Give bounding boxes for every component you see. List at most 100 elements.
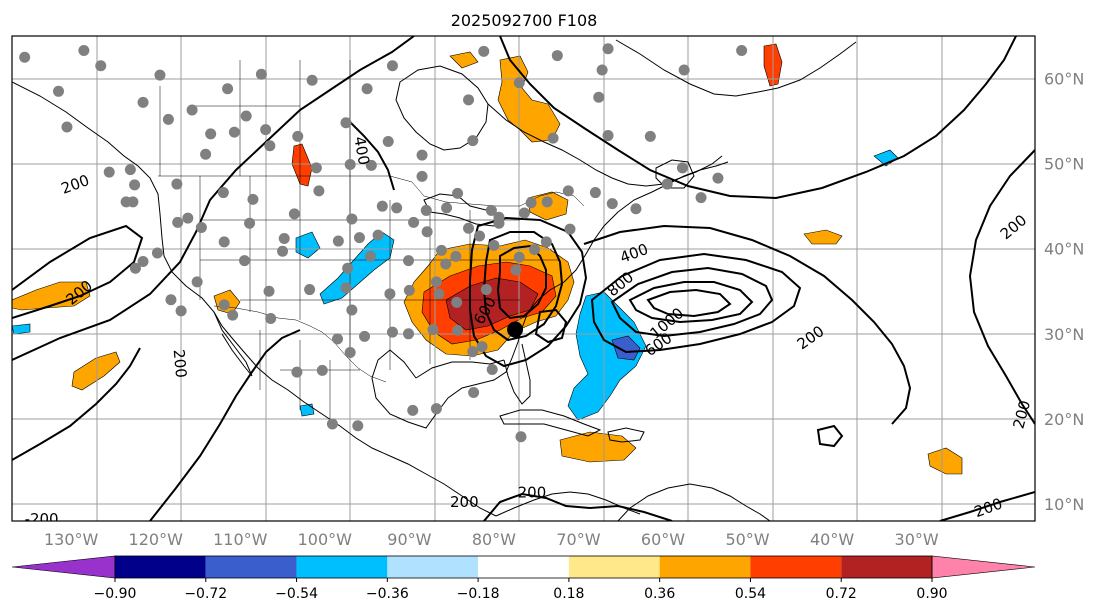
coastline-hispaniola [607,427,645,443]
station-marker [372,229,384,241]
station-marker [353,232,365,244]
station-marker [513,77,525,89]
contour-200-pacific-south [12,347,141,461]
station-marker [165,294,177,306]
contour-small-ring-1 [816,424,844,448]
station-marker [386,60,398,72]
map-panel: 4002002002004008001000600600200200200200… [12,36,1035,521]
latitude-tick-labels: 60°N 50°N 40°N 30°N 20°N 10°N [1044,70,1084,514]
station-marker [222,83,234,95]
station-marker [525,197,537,209]
colorbar-bin [568,556,660,578]
station-marker [513,251,525,263]
colorbar-extension-low [11,555,116,579]
warm-anomaly-pacific-west [12,281,91,311]
station-marker [450,250,462,262]
station-marker [291,366,303,378]
station-marker [127,196,139,208]
map-frame [11,35,1036,522]
lon-tick-label: 120°W [129,530,184,549]
station-marker [391,202,403,214]
station-marker [416,149,428,161]
lon-tick-label: 30°W [895,530,939,549]
station-marker [407,404,419,416]
station-marker [416,170,428,182]
colorbar-bin [296,556,388,578]
station-marker [630,203,642,215]
contour-400-outer [590,252,802,354]
station-marker [441,202,453,214]
station-marker [247,193,259,205]
contour-200-pacific-west [12,224,144,319]
coastline-labrador [487,103,723,187]
station-marker [182,212,194,224]
station-marker [171,178,183,190]
station-marker [515,431,527,443]
station-marker [452,187,464,199]
station-marker [316,364,328,376]
warm-anomaly-labrador [497,55,561,143]
station-marker [352,420,364,432]
station-marker [264,140,276,152]
station-marker [61,121,73,133]
coastline-greenland [615,39,857,97]
contour-1000 [646,288,732,318]
station-marker [172,216,184,228]
station-marker [678,64,690,76]
station-marker [602,130,614,142]
contour-storm-eye [534,308,568,344]
station-marker [541,196,553,208]
colorbar-bin [750,556,842,578]
station-marker [476,341,488,353]
station-marker [440,258,452,270]
station-marker [137,96,149,108]
contour-200-west [12,36,415,361]
station-marker [151,247,163,259]
contour-label: 400 [350,135,373,166]
station-marker [564,223,576,235]
contour-400-north [349,121,395,191]
station-marker [306,74,318,86]
station-marker [200,148,212,160]
colorbar-tick-label: 0.54 [735,586,766,602]
station-marker [340,282,352,294]
coastline-newfoundland [655,159,695,189]
contour-200-coastal [469,216,588,368]
contour-800 [628,281,754,324]
lon-tick-label: 80°W [472,530,516,549]
station-marker [154,69,166,81]
station-marker [228,126,240,138]
station-marker [137,255,149,267]
station-marker [430,276,442,288]
contour-600 [610,266,774,338]
station-marker [124,164,136,176]
colorbar-extension-high [931,555,1036,579]
station-marker [403,284,415,296]
cool-anomaly-pacific-west [12,323,31,335]
colorbar-bin [841,556,932,578]
station-marker [540,236,552,248]
coastlines [12,39,857,521]
station-marker [162,113,174,125]
colorbar-tick-label: −0.54 [275,586,318,602]
station-marker [263,285,275,297]
station-marker [218,236,230,248]
station-marker [403,328,415,340]
station-marker [485,204,497,216]
station-marker [606,198,618,210]
station-marker [467,135,479,147]
station-marker [365,159,377,171]
colorbar-tick-label: 0.36 [644,586,675,602]
station-marker [227,309,239,321]
warm-anomaly-mid-atlantic [803,229,843,245]
station-marker [313,185,325,197]
station-marker [403,255,415,267]
station-marker [384,288,396,300]
station-marker [277,245,289,257]
shaded-positive-field [12,43,963,475]
station-marker [386,326,398,338]
lon-tick-label: 40°W [810,530,854,549]
lat-tick-label: 40°N [1044,240,1084,259]
canada-province-lines [159,60,351,176]
station-marker [602,43,614,55]
